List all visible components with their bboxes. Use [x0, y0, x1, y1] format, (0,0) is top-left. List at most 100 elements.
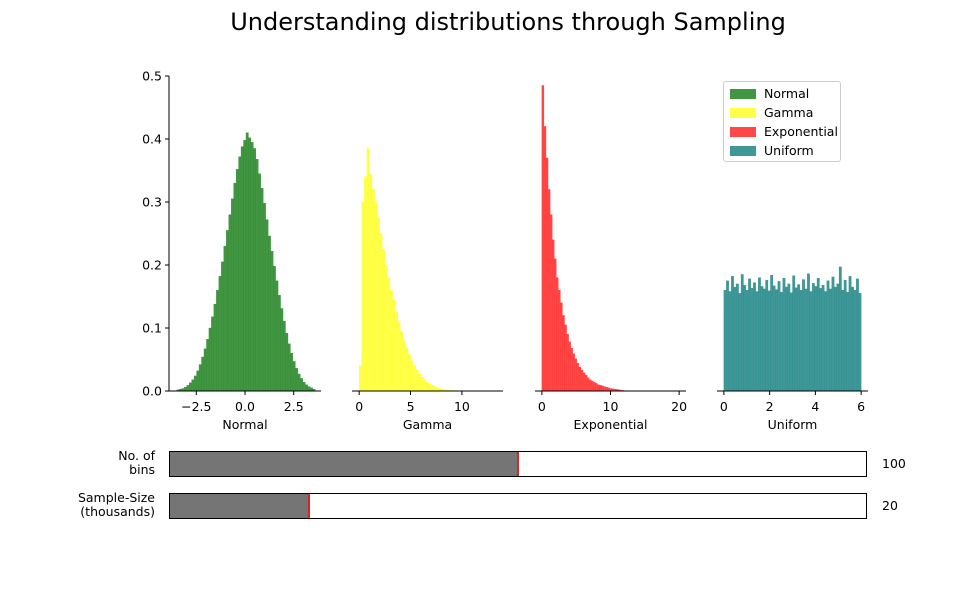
x-tick-label-normal: −2.5 [181, 399, 211, 414]
histogram-bar-exponential [580, 370, 584, 392]
histogram-bar-exponential [564, 324, 567, 392]
histogram-bar-exponential [591, 380, 594, 392]
histogram-bar-normal [300, 378, 303, 392]
histogram-bar-uniform [826, 280, 830, 392]
histogram-bar-normal [221, 261, 224, 392]
legend-label-uniform: Uniform [764, 143, 814, 158]
histogram-bar-uniform [856, 278, 859, 392]
x-axis-label-uniform: Uniform [768, 417, 818, 432]
histogram-bar-normal [211, 316, 215, 392]
histogram-bar-exponential [601, 385, 604, 392]
histogram-bar-uniform [841, 290, 845, 392]
histogram-bar-uniform [765, 279, 769, 392]
histogram-bar-uniform [735, 283, 739, 392]
histogram-bar-normal [260, 187, 264, 392]
histogram-bar-uniform [809, 291, 813, 392]
histogram-bar-normal [216, 290, 219, 392]
sample-size-slider-handle[interactable] [308, 494, 311, 518]
histogram-bar-uniform [829, 288, 832, 392]
histogram-bar-exponential [558, 290, 561, 392]
histogram-bar-normal [295, 368, 299, 392]
histogram-bar-gamma [415, 370, 419, 392]
figure-title: Understanding distributions through Samp… [230, 8, 786, 36]
x-axis-label-normal: Normal [222, 417, 267, 432]
histogram-bar-uniform [767, 290, 771, 392]
histogram-bar-gamma [371, 189, 375, 392]
histogram-bar-gamma [430, 385, 434, 392]
histogram-bar-exponential [554, 258, 557, 392]
histogram-bar-uniform [789, 292, 793, 392]
histogram-bar-exponential [576, 363, 580, 392]
histogram-bar-uniform [740, 274, 744, 392]
sample-size-slider-label-line2: (thousands) [80, 504, 155, 519]
histogram-bar-uniform [731, 276, 734, 392]
histogram-bar-exponential [562, 315, 565, 392]
legend-label-gamma: Gamma [764, 105, 814, 120]
histogram-bar-normal [193, 375, 197, 392]
histogram-bar-normal [240, 146, 244, 392]
histogram-bar-uniform [748, 278, 751, 392]
histogram-bar-gamma [407, 354, 411, 392]
histogram-bar-normal [255, 159, 259, 392]
histogram-bar-gamma [374, 201, 378, 392]
histogram-bar-uniform [811, 283, 815, 392]
bins-slider-value: 100 [882, 456, 906, 471]
histogram-bar-gamma [412, 365, 416, 392]
histogram-bar-gamma [410, 360, 414, 392]
x-tick-label-uniform: 4 [811, 399, 819, 414]
histogram-bar-normal [184, 387, 187, 392]
histogram-bar-uniform [851, 286, 854, 392]
histogram-bar-normal [292, 361, 296, 392]
histogram-bar-uniform [762, 288, 766, 392]
x-tick-label-exponential: 0 [538, 399, 546, 414]
bins-slider-handle[interactable] [517, 452, 519, 476]
histogram-bar-normal [238, 156, 242, 392]
histogram-bar-uniform [733, 286, 737, 392]
histogram-bar-exponential [552, 239, 555, 392]
x-tick-label-uniform: 0 [720, 399, 728, 414]
histogram-bar-uniform [755, 291, 759, 392]
histogram-bar-uniform [750, 288, 754, 392]
histogram-bar-uniform [745, 290, 749, 392]
histogram-bar-normal [275, 280, 279, 392]
legend-label-exponential: Exponential [764, 124, 838, 139]
legend-swatch-normal [730, 89, 756, 99]
histogram-bar-normal [250, 141, 254, 392]
histogram-bar-normal [268, 235, 271, 392]
histogram-bar-exponential [603, 386, 606, 392]
histogram-bar-uniform [853, 290, 857, 392]
histogram-bar-normal [218, 276, 222, 392]
histogram-bar-gamma [425, 382, 429, 392]
histogram-bar-exponential [556, 277, 559, 392]
histogram-bar-gamma [366, 148, 370, 392]
histogram-bar-uniform [723, 290, 727, 392]
histogram-bar-normal [258, 173, 261, 392]
bins-slider-label-line1: No. of [118, 448, 155, 463]
histogram-bar-uniform [758, 277, 761, 392]
histogram-bar-gamma [402, 340, 406, 392]
histogram-bar-normal [302, 382, 306, 392]
histogram-bar-uniform [848, 276, 852, 392]
bins-slider[interactable] [169, 451, 867, 477]
x-axis-label-gamma: Gamma [403, 417, 452, 432]
histogram-bar-uniform [836, 283, 840, 392]
histogram-bar-exponential [584, 375, 588, 392]
sample-size-slider[interactable] [169, 493, 867, 519]
bins-slider-label-line2: bins [129, 462, 155, 477]
histogram-bar-uniform [794, 287, 798, 392]
legend-swatch-uniform [730, 146, 756, 156]
histogram-bar-gamma [420, 376, 424, 392]
histogram-bar-uniform [819, 288, 823, 392]
histogram-bar-gamma [361, 201, 365, 392]
histogram-bar-normal [228, 214, 232, 392]
y-tick-label: 0.1 [142, 321, 162, 336]
histogram-bar-exponential [541, 85, 545, 392]
histogram-bar-gamma [405, 348, 409, 392]
histogram-bar-gamma [428, 383, 432, 392]
histogram-bar-gamma [397, 321, 401, 392]
histogram-bar-uniform [804, 288, 808, 392]
histogram-bar-normal [188, 382, 192, 392]
histogram-bar-exponential [597, 384, 600, 392]
histogram-bar-exponential [545, 157, 549, 392]
histogram-bar-normal [198, 364, 202, 392]
